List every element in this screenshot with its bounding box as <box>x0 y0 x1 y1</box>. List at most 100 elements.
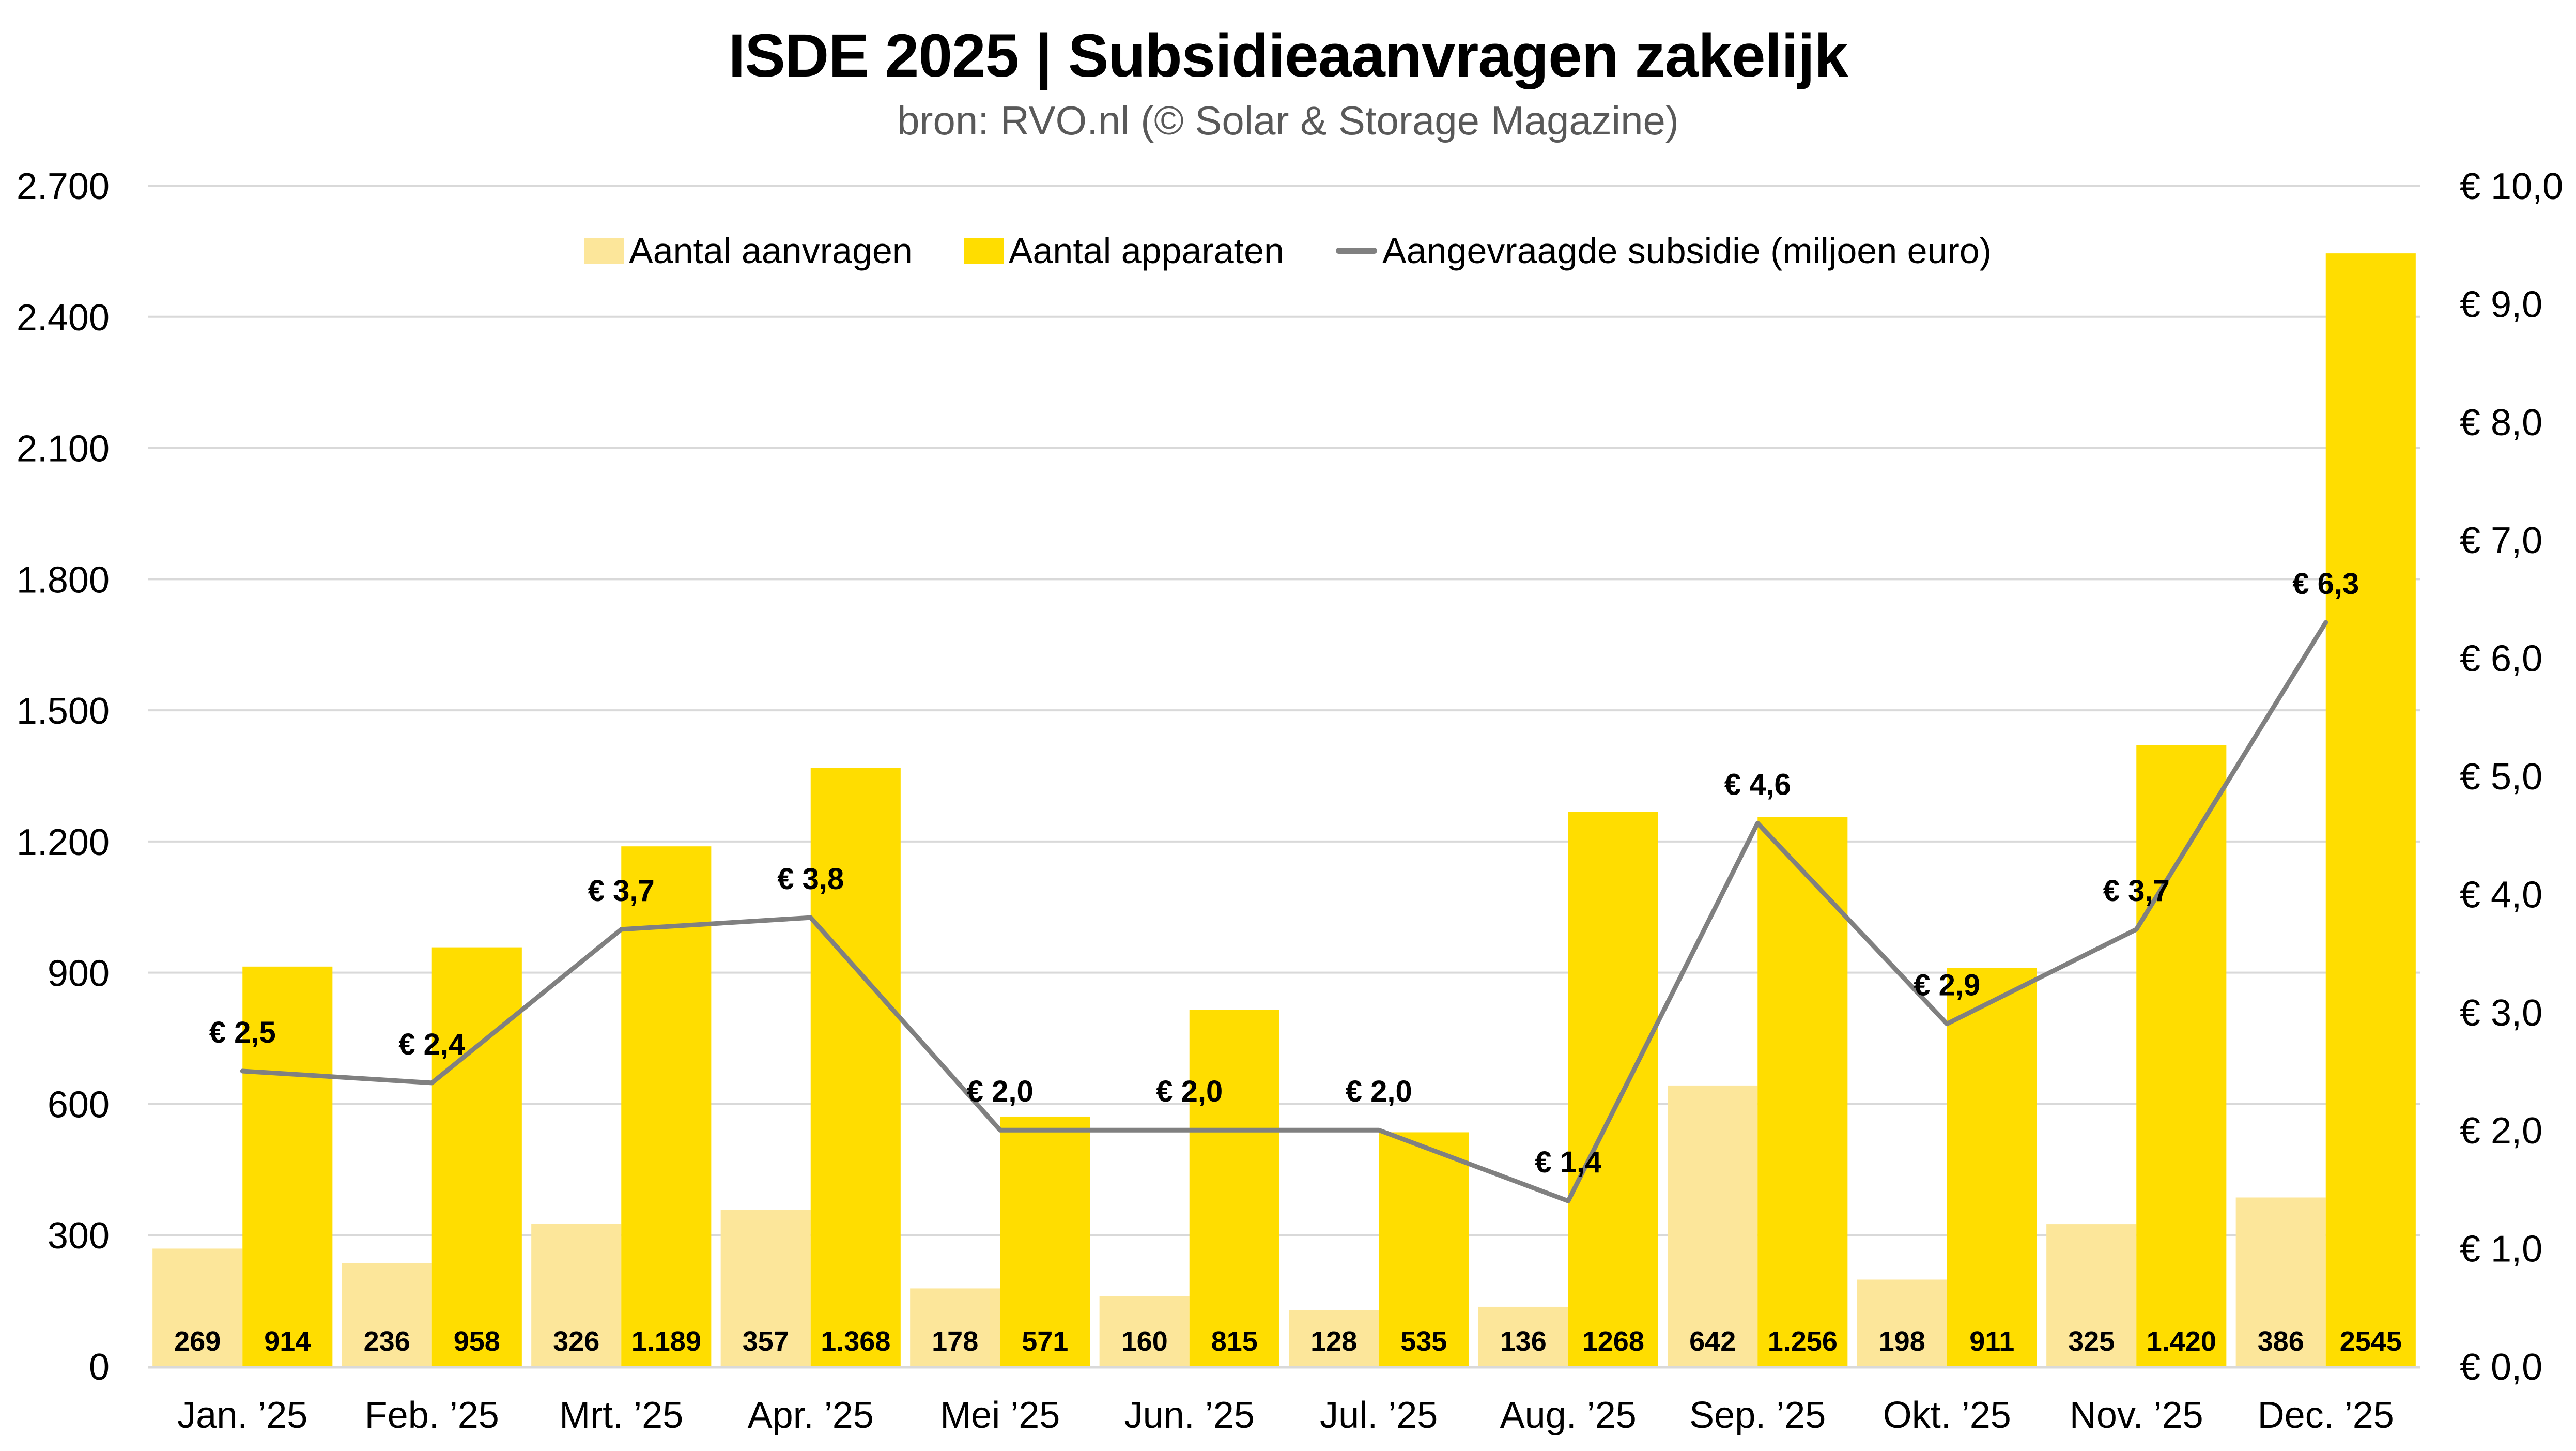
y-right-tick-label: € 1,0 <box>2460 1229 2542 1270</box>
bar-label-apparaten: 815 <box>1211 1326 1258 1357</box>
line-point <box>999 1129 1001 1131</box>
line-data-label: € 4,6 <box>1724 768 1791 801</box>
line-point <box>2325 622 2326 623</box>
bar-apparaten <box>1757 817 1848 1366</box>
x-axis-labels: Jan. ’25 Feb. ’25 Mrt. ’25 Apr. ’25 Mei ’25 J… <box>177 1395 2394 1436</box>
legend: Aantal aanvragen Aantal apparaten Aangev… <box>0 230 2576 271</box>
y-right-tick-label: € 9,0 <box>2460 284 2542 325</box>
y-right-tick-label: € 0,0 <box>2460 1347 2542 1388</box>
y-left-tick-label: 2.700 <box>17 166 110 207</box>
y-left-tick-label: 2.100 <box>17 429 110 470</box>
bar-aanvragen <box>720 1210 811 1366</box>
legend-line-subsidie <box>1335 248 1377 254</box>
line-path <box>240 620 2328 1203</box>
line-data-label: € 3,8 <box>777 862 844 896</box>
y-left-tick-label: 0 <box>89 1347 110 1388</box>
bar-apparaten <box>1379 1132 1469 1366</box>
bar-apparaten <box>1189 1010 1279 1366</box>
bar-aanvragen <box>152 1248 243 1366</box>
bar-label-apparaten: 1268 <box>1582 1326 1644 1357</box>
line-point <box>810 917 811 919</box>
bar-label-aanvragen: 136 <box>1500 1326 1547 1357</box>
y-axis-right: € 0,0 € 1,0 € 2,0 € 3,0 € 4,0 € 5,0 € 6,0 € 7,0… <box>2460 166 2563 1388</box>
legend-item-aanvragen: Aantal aanvragen <box>584 230 913 271</box>
y-right-tick-label: € 7,0 <box>2460 520 2542 561</box>
line-point <box>2136 928 2137 930</box>
bar-apparaten <box>242 966 333 1366</box>
bar-aanvragen <box>2235 1197 2326 1366</box>
bar-label-apparaten: 1.256 <box>1768 1326 1838 1357</box>
chart-subtitle: bron: RVO.nl (© Solar & Storage Magazine… <box>897 98 1679 143</box>
line-data-label: € 3,7 <box>588 874 655 908</box>
line-data-label: € 2,0 <box>1156 1075 1223 1108</box>
x-tick-label: Okt. ’25 <box>1883 1395 2011 1436</box>
y-left-tick-label: 900 <box>48 953 110 995</box>
x-tick-label: Nov. ’25 <box>2070 1395 2203 1436</box>
bar-label-aanvragen: 269 <box>174 1326 221 1357</box>
y-left-tick-label: 1.200 <box>17 822 110 863</box>
line-point <box>431 1082 433 1083</box>
y-right-tick-label: € 2,0 <box>2460 1110 2542 1152</box>
bar-label-aanvragen: 642 <box>1689 1326 1736 1357</box>
y-right-tick-label: € 3,0 <box>2460 992 2542 1034</box>
bar-apparaten <box>431 947 522 1366</box>
y-left-tick-label: 2.400 <box>17 297 110 339</box>
bar-labels: 269 914 236 958 326 1.189 357 1.368 178 571 160 815… <box>174 1326 2402 1357</box>
bar-apparaten <box>810 768 901 1366</box>
bar-apparaten <box>621 846 712 1366</box>
bar-label-aanvragen: 326 <box>553 1326 599 1357</box>
line-data-label: € 2,5 <box>209 1016 276 1049</box>
bar-label-apparaten: 535 <box>1400 1326 1447 1357</box>
y-right-tick-label: € 4,0 <box>2460 874 2542 915</box>
bar-label-apparaten: 958 <box>454 1326 500 1357</box>
bar-label-apparaten: 1.368 <box>821 1326 890 1357</box>
bar-label-aanvragen: 236 <box>364 1326 410 1357</box>
subsidie-line <box>240 620 2328 1203</box>
x-tick-label: Feb. ’25 <box>365 1395 499 1436</box>
legend-swatch-apparaten <box>964 238 1004 264</box>
line-data-label: € 1,4 <box>1535 1145 1601 1179</box>
line-point <box>1946 1023 1948 1025</box>
line-point <box>1567 1200 1569 1202</box>
legend-label-subsidie: Aangevraagde subsidie (miljoen euro) <box>1382 231 1992 271</box>
bar-label-aanvragen: 128 <box>1310 1326 1357 1357</box>
legend-swatch-aanvragen <box>584 238 624 264</box>
bar-aanvragen <box>1289 1310 1379 1366</box>
line-data-label: € 2,4 <box>398 1028 465 1061</box>
line-data-label: € 6,3 <box>2292 567 2359 601</box>
bar-label-apparaten: 914 <box>264 1326 311 1357</box>
x-tick-label: Jun. ’25 <box>1124 1395 1255 1436</box>
bar-aanvragen <box>531 1224 622 1366</box>
bar-aanvragen <box>1478 1306 1568 1366</box>
y-right-tick-label: € 10,0 <box>2460 166 2563 207</box>
bar-apparaten <box>1947 968 2037 1366</box>
bar-label-aanvragen: 198 <box>1879 1326 1925 1357</box>
x-tick-label: Jul. ’25 <box>1320 1395 1438 1436</box>
legend-label-aanvragen: Aantal aanvragen <box>629 231 913 271</box>
bar-label-aanvragen: 160 <box>1121 1326 1168 1357</box>
line-point <box>1378 1129 1380 1131</box>
bar-label-aanvragen: 178 <box>932 1326 978 1357</box>
bar-label-apparaten: 1.189 <box>631 1326 701 1357</box>
line-point <box>621 928 622 930</box>
line-point <box>1757 822 1759 824</box>
bar-label-apparaten: 911 <box>1969 1326 2014 1357</box>
line-labels: € 2,5 € 2,4 € 3,7 € 3,8 € 2,0 € 2,0 € 2,0 € 1,4… <box>209 567 2359 1179</box>
bar-aanvragen <box>2046 1224 2137 1366</box>
x-tick-label: Dec. ’25 <box>2258 1395 2394 1436</box>
x-tick-label: Mrt. ’25 <box>559 1395 683 1436</box>
line-data-label: € 2,9 <box>1914 969 1980 1002</box>
y-left-tick-label: 600 <box>48 1084 110 1125</box>
legend-label-apparaten: Aantal apparaten <box>1008 231 1284 271</box>
y-right-tick-label: € 5,0 <box>2460 756 2542 798</box>
bar-apparaten <box>2136 745 2227 1366</box>
bar-label-apparaten: 2545 <box>2340 1326 2402 1357</box>
bar-aanvragen <box>1857 1279 1947 1366</box>
bar-label-aanvragen: 325 <box>2068 1326 2115 1357</box>
y-left-tick-label: 1.800 <box>17 559 110 601</box>
line-point <box>242 1071 243 1072</box>
gridlines <box>148 185 2420 1236</box>
bar-apparaten <box>1568 812 1658 1366</box>
bar-label-aanvragen: 386 <box>2258 1326 2304 1357</box>
